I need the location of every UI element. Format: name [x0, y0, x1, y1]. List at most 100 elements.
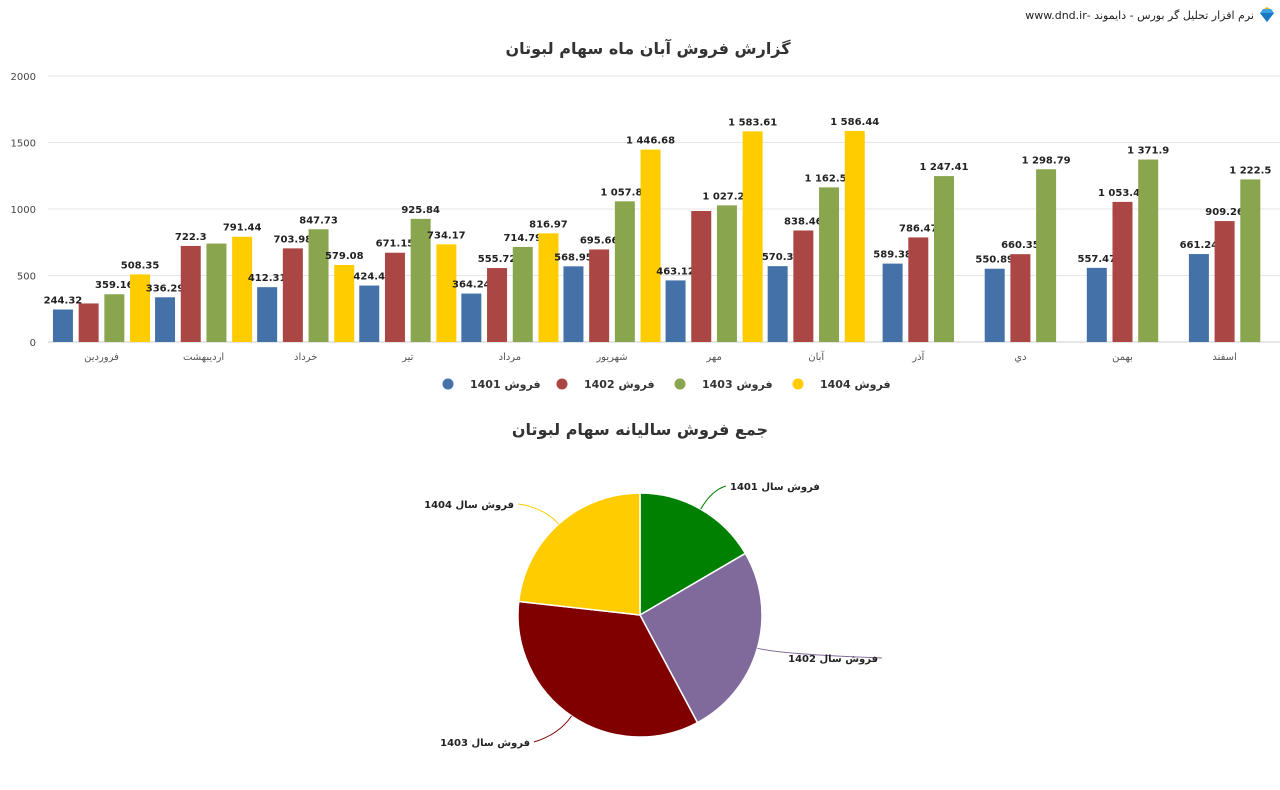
pie-slice — [638, 552, 763, 724]
data-label: 722.3 — [175, 232, 207, 243]
data-label: 671.15 — [376, 239, 415, 250]
bar — [52, 309, 73, 342]
bar — [538, 233, 559, 342]
bar — [78, 303, 99, 342]
data-label: 589.38 — [873, 250, 912, 261]
bar — [742, 131, 763, 342]
bar — [130, 274, 151, 342]
legend-label: فروش 1401 — [470, 378, 541, 391]
bar — [767, 266, 788, 342]
data-label: 791.44 — [223, 223, 262, 234]
y-tick-label: 1000 — [11, 205, 36, 216]
data-label: 359.16 — [95, 280, 134, 291]
data-label: 424.4 — [353, 272, 385, 283]
bar — [1086, 267, 1107, 342]
data-label: 1 057.84 — [600, 187, 649, 198]
x-category-label: اردیبهشت — [183, 352, 224, 363]
legend-marker — [674, 378, 686, 390]
pie-slice — [517, 492, 641, 616]
y-tick-label: 500 — [17, 272, 36, 283]
data-label: 909.26 — [1205, 207, 1244, 218]
x-category-label: شهریور — [595, 352, 627, 363]
bar — [691, 210, 712, 342]
data-label: 1 222.5 — [1229, 165, 1271, 176]
pie-leader-line — [517, 503, 560, 525]
bar — [1010, 254, 1031, 342]
bar — [487, 268, 508, 342]
data-label: 336.29 — [146, 283, 185, 294]
x-category-label: مهر — [705, 352, 721, 363]
data-label: 1 162.58 — [805, 173, 854, 184]
legend-marker — [556, 378, 568, 390]
x-category-label: آذر — [911, 350, 925, 363]
bar — [1036, 169, 1057, 342]
bar — [104, 294, 125, 342]
pie-slice-label: فروش سال 1401 — [730, 482, 820, 493]
data-label: 412.31 — [248, 273, 287, 284]
brand-header: نرم افزار تحلیل گر بورس - دایموند -www.d… — [1025, 7, 1276, 23]
bar — [882, 263, 903, 342]
bar — [984, 268, 1005, 342]
bar — [282, 248, 303, 342]
data-label: 786.47 — [899, 223, 938, 234]
bar — [384, 252, 405, 342]
data-label: 695.66 — [580, 235, 619, 246]
data-label: 1 583.61 — [728, 117, 777, 128]
bar — [1214, 221, 1235, 342]
data-label: 1 586.44 — [830, 117, 879, 128]
pie-slice-label: فروش سال 1402 — [788, 654, 878, 665]
data-label: 244.32 — [44, 296, 83, 307]
data-label: 1 027.25 — [702, 191, 751, 202]
x-category-label: اسفند — [1212, 352, 1236, 363]
bar — [461, 293, 482, 342]
legend-marker — [792, 378, 804, 390]
bar — [155, 297, 176, 342]
bar — [410, 218, 431, 342]
pie-leader-line — [700, 485, 727, 510]
bar — [206, 243, 227, 342]
bar — [1188, 254, 1209, 342]
x-category-label: دي — [1014, 352, 1026, 363]
bar — [512, 246, 533, 342]
x-category-label: مرداد — [499, 352, 522, 363]
y-tick-label: 0 — [30, 338, 36, 349]
data-label: 579.08 — [325, 251, 364, 262]
bar-chart-title: گزارش فروش آبان ماه سهام لبوتان — [505, 38, 791, 58]
data-label: 463.12 — [656, 266, 695, 277]
x-category-label: بهمن — [1112, 352, 1133, 363]
data-label: 661.24 — [1180, 240, 1219, 251]
pie-slice-label: فروش سال 1404 — [424, 500, 514, 511]
brand-text: نرم افزار تحلیل گر بورس - دایموند -www.d… — [1025, 8, 1254, 22]
bar — [359, 285, 380, 342]
data-label: 550.89 — [975, 255, 1014, 266]
pie-slice — [639, 492, 747, 617]
pie-chart-title: جمع فروش سالیانه سهام لبوتان — [512, 420, 768, 439]
bar — [665, 280, 686, 342]
bar — [614, 201, 635, 342]
data-label: 1 053.41 — [1098, 188, 1147, 199]
pie-slice — [517, 600, 699, 738]
data-label: 1 446.68 — [626, 136, 675, 147]
pie-slice-label: فروش سال 1403 — [440, 738, 530, 749]
bar — [640, 149, 661, 342]
bar — [793, 230, 814, 342]
data-label: 364.24 — [452, 280, 491, 291]
data-label: 508.35 — [121, 260, 160, 271]
bar — [589, 249, 610, 342]
data-label: 816.97 — [529, 219, 568, 230]
data-label: 660.35 — [1001, 240, 1040, 251]
legend-label: فروش 1402 — [584, 378, 655, 391]
data-label: 714.79 — [503, 233, 542, 244]
data-label: 847.73 — [299, 215, 338, 226]
bar — [232, 236, 253, 342]
bar — [334, 264, 355, 342]
pie-leader-line — [533, 715, 572, 743]
legend-label: فروش 1403 — [702, 378, 773, 391]
data-label: 1 371.9 — [1127, 146, 1169, 157]
bar — [844, 131, 865, 342]
data-label: 557.47 — [1078, 254, 1117, 265]
data-label: 1 247.41 — [919, 162, 968, 173]
bar — [257, 287, 278, 342]
x-category-label: خرداد — [294, 352, 317, 363]
